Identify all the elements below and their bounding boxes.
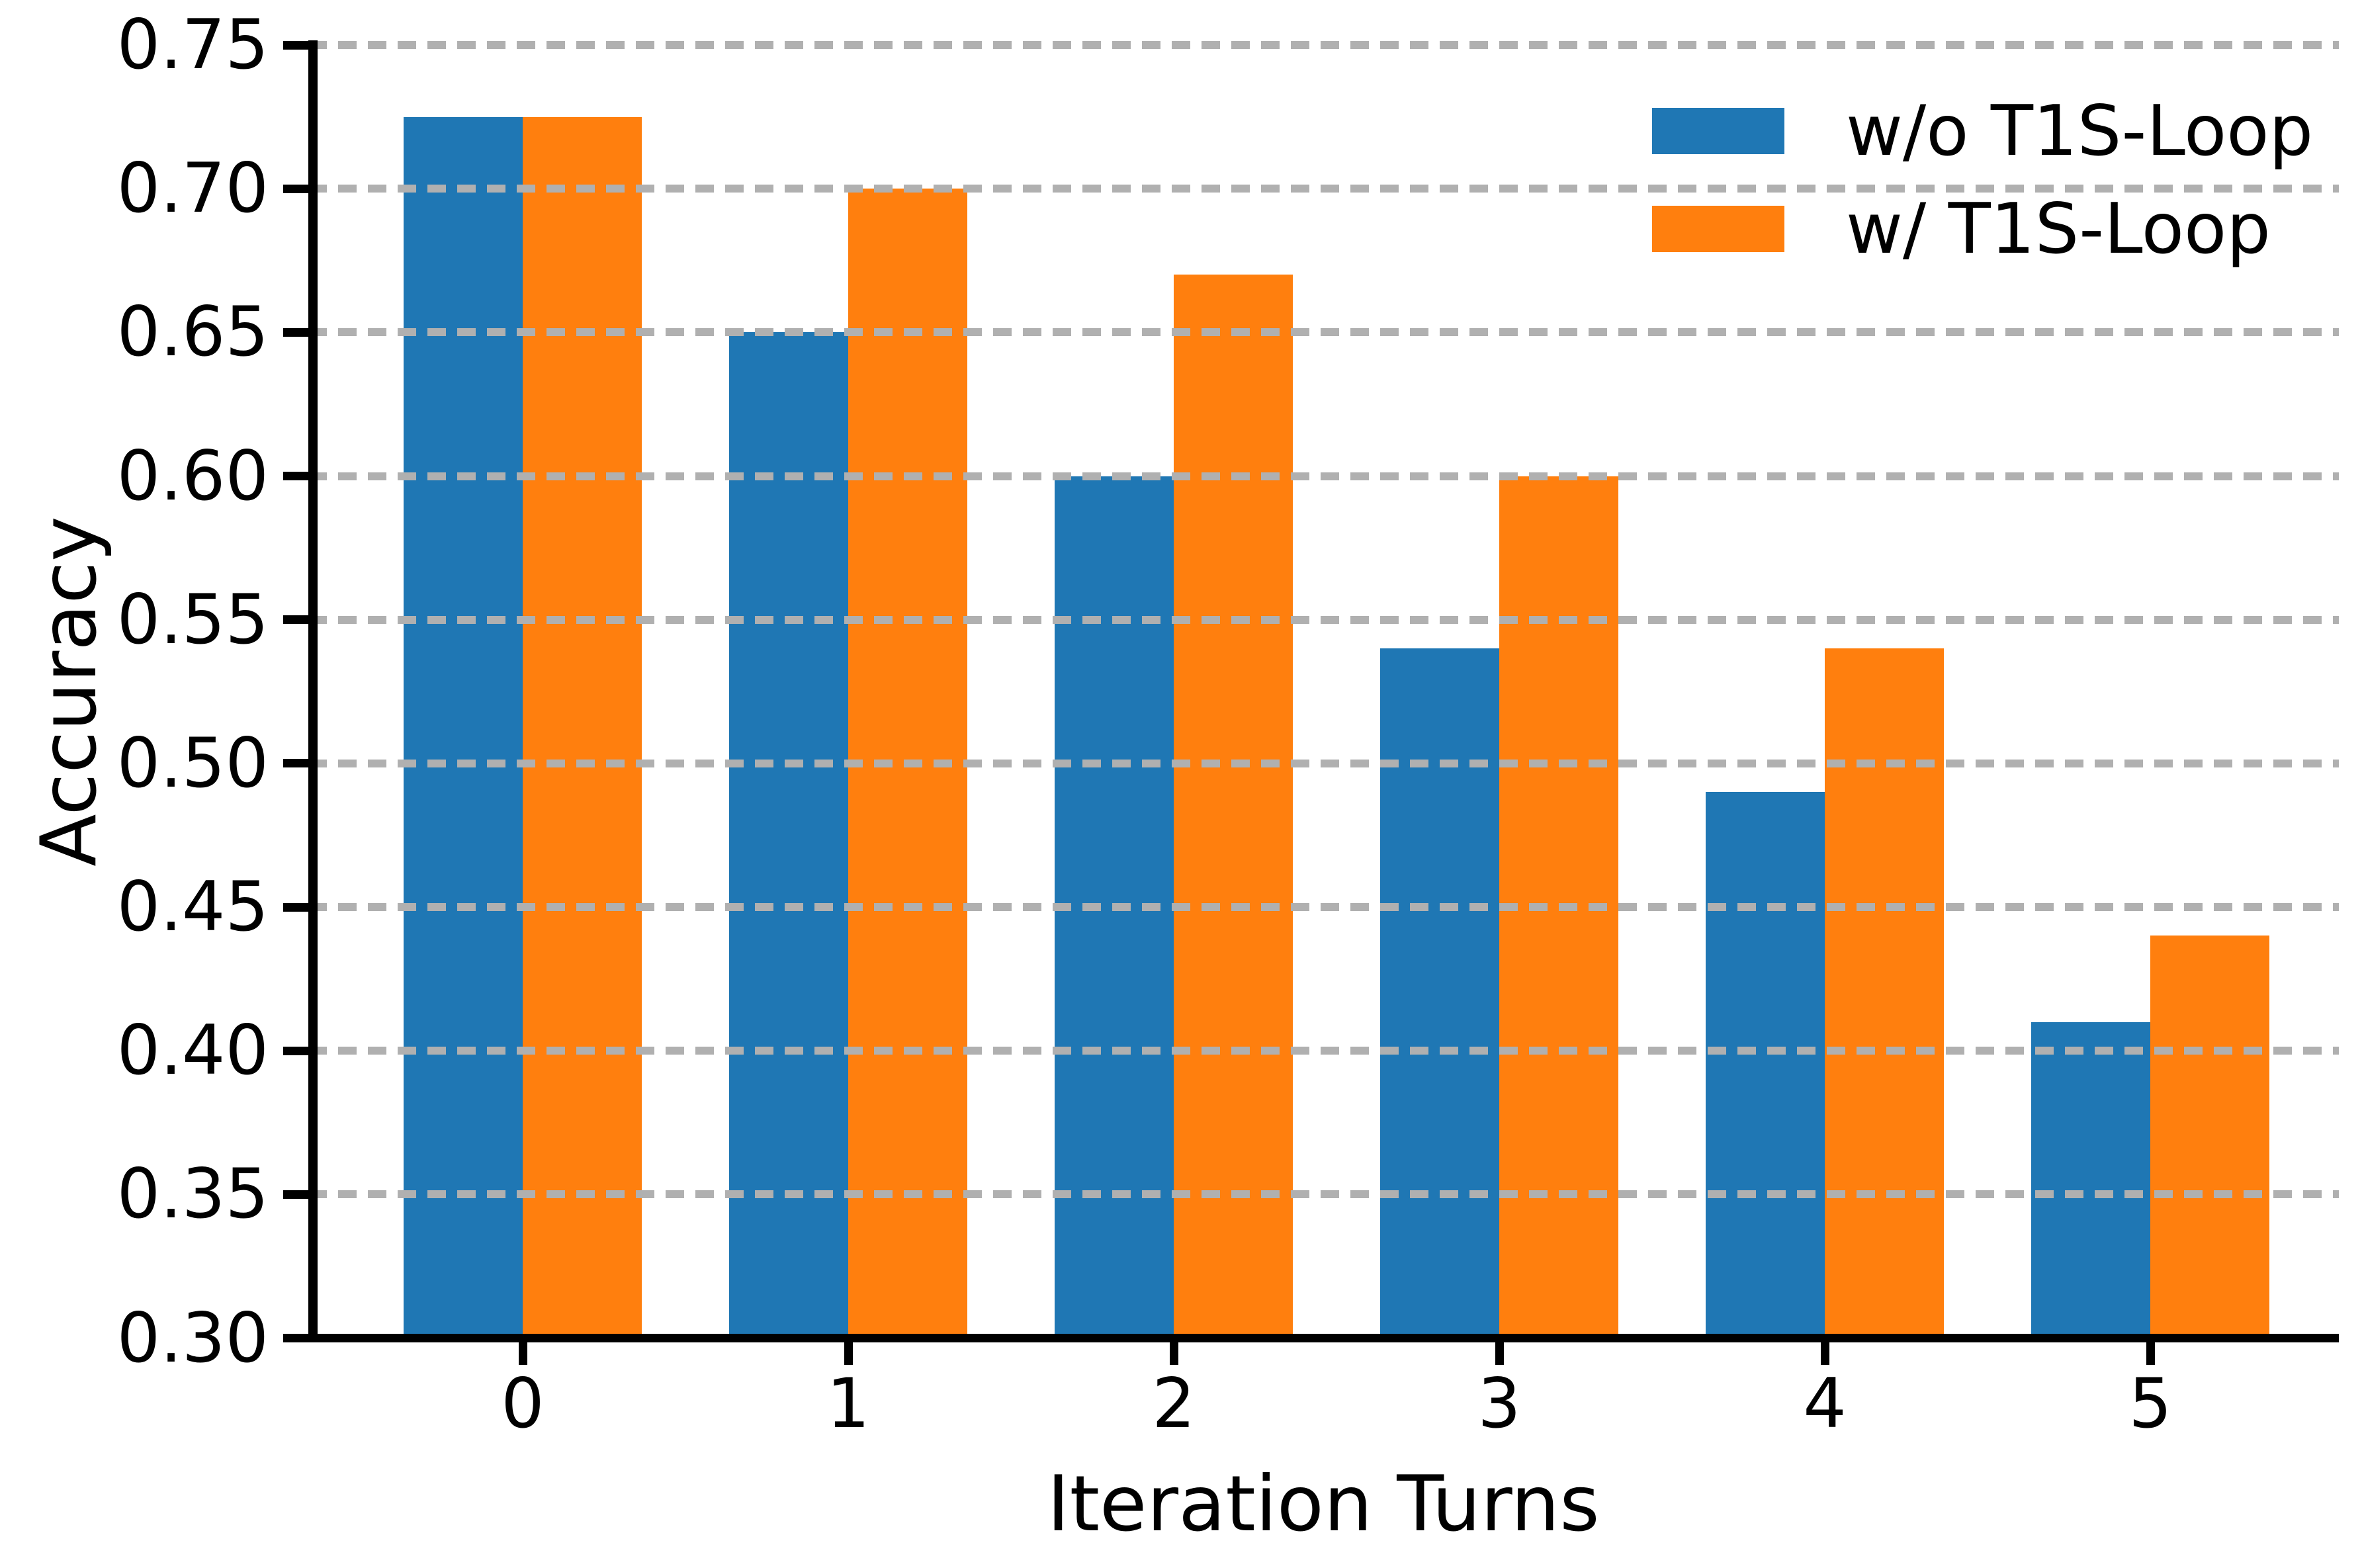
bar-without-t1s-loop-turn-0 <box>404 116 523 1342</box>
y-axis-label: Accuracy <box>24 516 114 867</box>
x-tick <box>1495 1342 1504 1365</box>
grid-line <box>308 903 2339 911</box>
y-tick <box>283 902 308 912</box>
x-tick <box>844 1342 853 1365</box>
y-tick <box>283 184 308 193</box>
y-tick <box>283 40 308 50</box>
grid-line <box>308 185 2339 193</box>
y-tick <box>283 1334 308 1342</box>
grid-line <box>308 1190 2339 1199</box>
bar-without-t1s-loop-turn-5 <box>2031 1022 2150 1342</box>
bar-without-t1s-loop-turn-1 <box>729 332 848 1342</box>
y-tick-label: 0.60 <box>116 436 269 516</box>
y-tick-label: 0.65 <box>116 292 269 372</box>
x-tick-label: 4 <box>1803 1364 1847 1444</box>
y-tick-label: 0.55 <box>116 580 269 660</box>
y-tick <box>283 472 308 480</box>
y-axis-spine <box>308 40 318 1342</box>
y-tick <box>283 759 308 768</box>
y-tick-label: 0.45 <box>116 867 269 947</box>
y-tick <box>283 327 308 337</box>
y-tick-label: 0.70 <box>116 149 269 229</box>
x-tick-label: 3 <box>1477 1364 1521 1444</box>
bar-with-t1s-loop-turn-0 <box>523 116 642 1342</box>
y-tick-label: 0.35 <box>116 1154 269 1235</box>
y-tick-label: 0.75 <box>116 5 269 85</box>
x-tick-label: 5 <box>2128 1364 2172 1444</box>
grid-line <box>308 472 2339 480</box>
bar-with-t1s-loop-turn-2 <box>1174 275 1293 1342</box>
y-tick <box>283 1046 308 1055</box>
y-tick-label: 0.40 <box>116 1011 269 1091</box>
x-tick <box>2146 1342 2155 1365</box>
grid-line <box>308 1047 2339 1055</box>
legend-label-without-t1s-loop: w/o T1S-Loop <box>1846 91 2314 171</box>
bar-with-t1s-loop-turn-4 <box>1825 648 1944 1342</box>
x-tick <box>518 1342 527 1365</box>
y-tick-label: 0.30 <box>116 1298 269 1378</box>
grid-line <box>308 759 2339 767</box>
grid-line <box>308 328 2339 337</box>
y-tick-label: 0.50 <box>116 723 269 803</box>
x-tick-label: 0 <box>501 1364 545 1444</box>
x-axis-spine <box>308 1334 2339 1342</box>
x-tick-label: 1 <box>826 1364 870 1444</box>
y-tick <box>283 1190 308 1199</box>
legend-label-with-t1s-loop: w/ T1S-Loop <box>1846 189 2271 269</box>
x-tick-label: 2 <box>1152 1364 1196 1444</box>
x-tick <box>1169 1342 1178 1365</box>
grid-line <box>308 41 2339 49</box>
x-axis-label: Iteration Turns <box>1047 1459 1600 1549</box>
x-tick <box>1820 1342 1829 1365</box>
legend-swatch-without-t1s-loop <box>1652 108 1784 154</box>
bar-without-t1s-loop-turn-4 <box>1706 792 1825 1342</box>
y-tick <box>283 615 308 625</box>
bar-without-t1s-loop-turn-3 <box>1380 648 1499 1342</box>
grid-line <box>308 615 2339 624</box>
bar-with-t1s-loop-turn-5 <box>2150 936 2269 1342</box>
legend-swatch-with-t1s-loop <box>1652 206 1784 252</box>
